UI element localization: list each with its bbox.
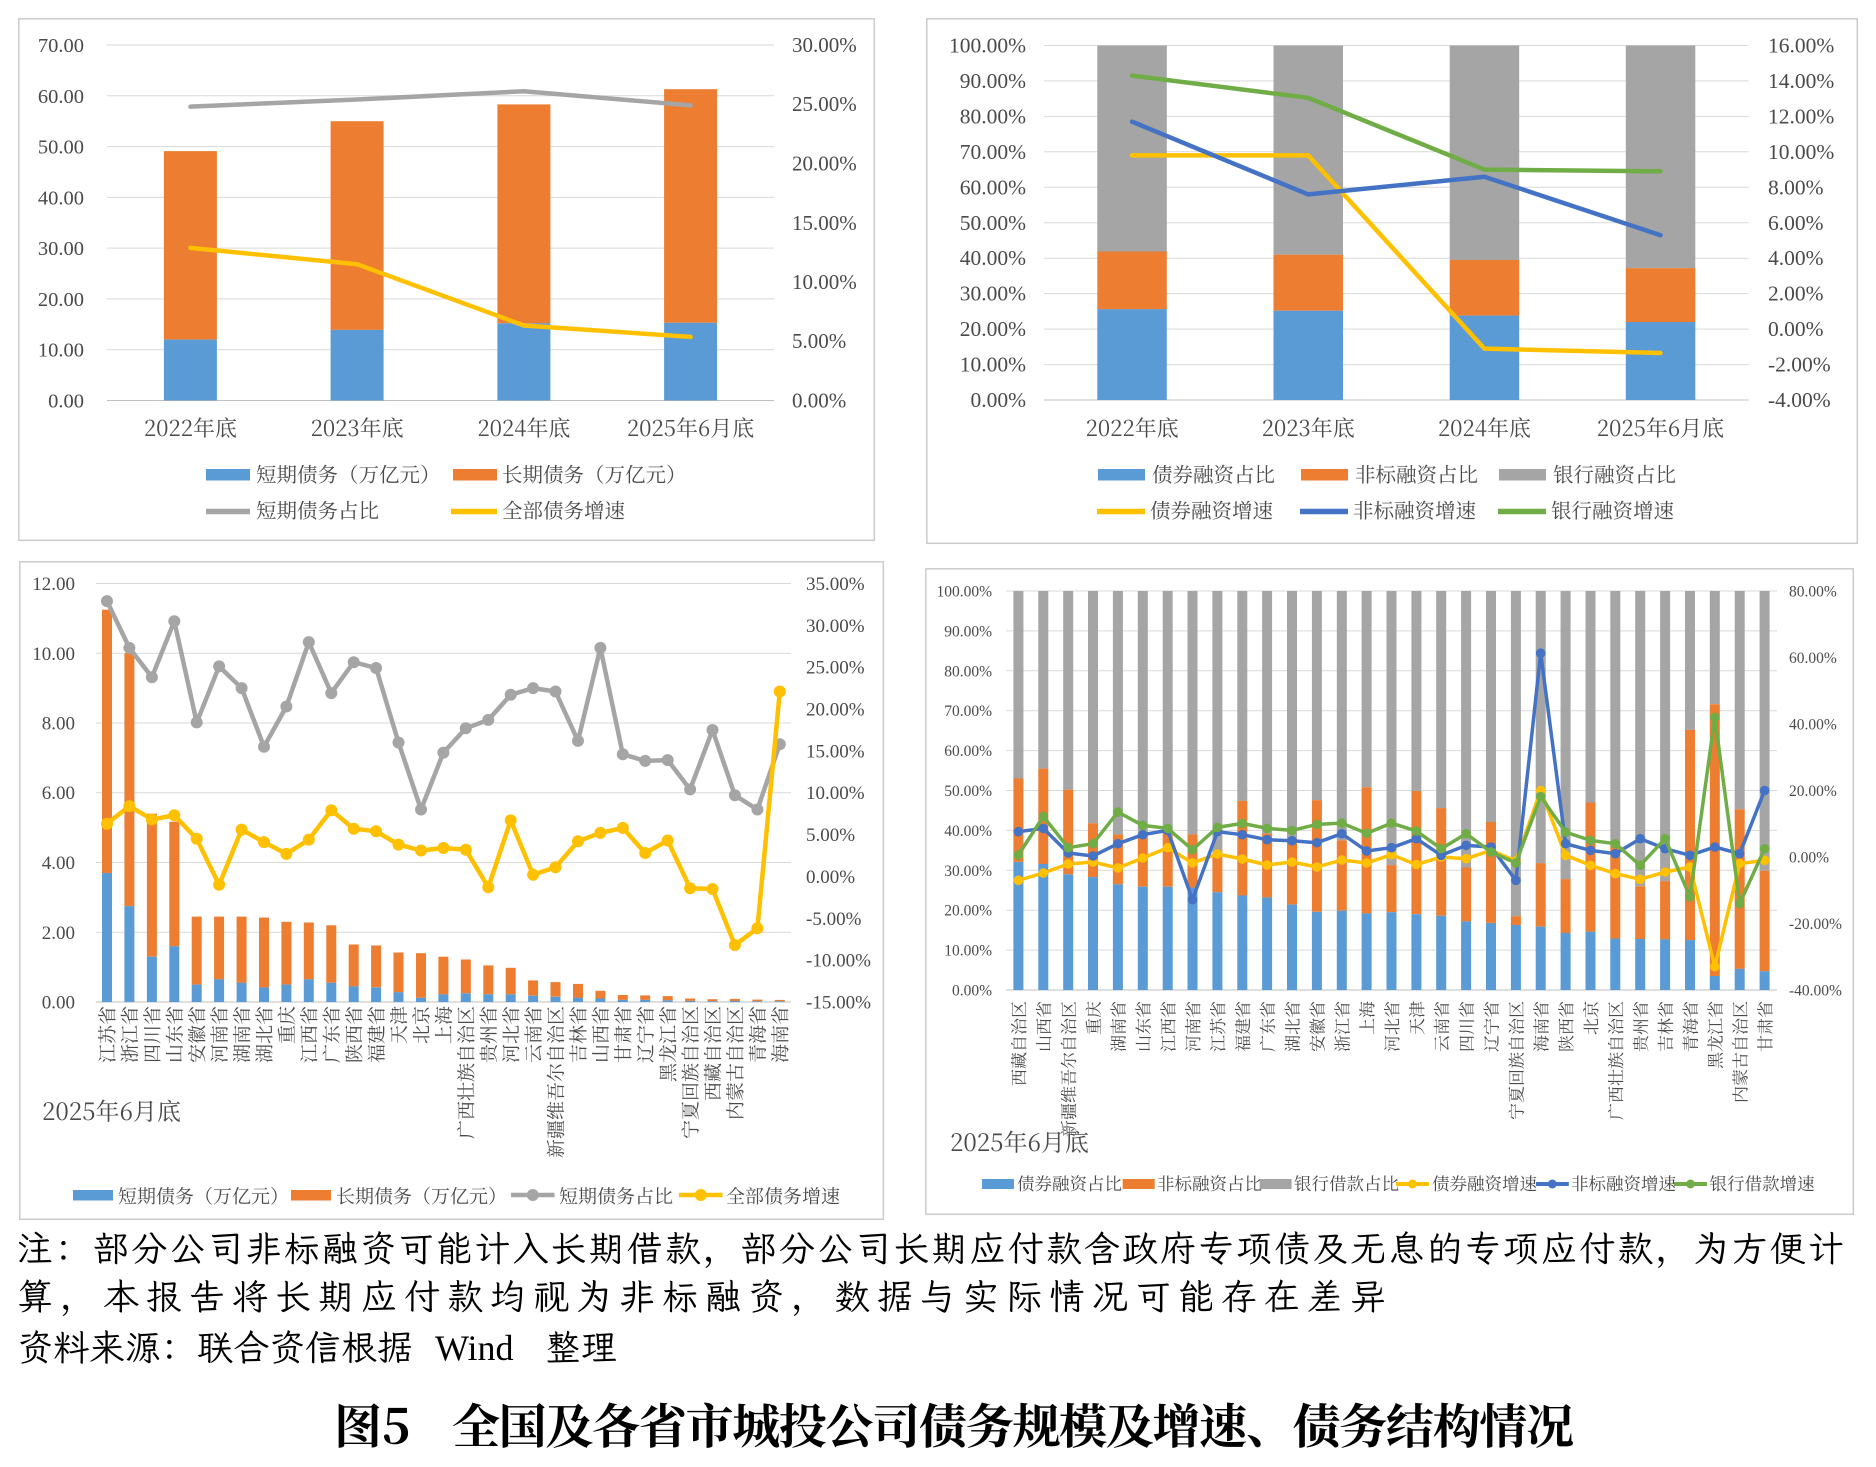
svg-text:70.00%: 70.00%: [960, 140, 1026, 164]
svg-text:0.00%: 0.00%: [970, 388, 1026, 412]
svg-text:20.00%: 20.00%: [792, 152, 857, 176]
svg-text:10.00%: 10.00%: [960, 353, 1026, 377]
svg-text:12.00%: 12.00%: [1768, 104, 1834, 128]
svg-text:2.00: 2.00: [42, 923, 75, 944]
svg-text:60.00%: 60.00%: [1789, 650, 1837, 667]
svg-text:-4.00%: -4.00%: [1768, 388, 1831, 412]
svg-text:30.00%: 30.00%: [792, 33, 857, 57]
svg-text:70.00%: 70.00%: [944, 703, 992, 720]
svg-text:0.00%: 0.00%: [792, 389, 846, 413]
svg-text:4.00: 4.00: [42, 853, 75, 874]
svg-text:20.00%: 20.00%: [960, 317, 1026, 341]
svg-text:90.00%: 90.00%: [960, 69, 1026, 93]
svg-text:2.00%: 2.00%: [1768, 282, 1824, 306]
svg-text:8.00%: 8.00%: [1768, 175, 1824, 199]
svg-text:-10.00%: -10.00%: [806, 951, 871, 972]
svg-text:60.00%: 60.00%: [944, 743, 992, 760]
svg-text:100.00%: 100.00%: [949, 34, 1026, 58]
svg-text:4.00%: 4.00%: [1768, 246, 1824, 270]
svg-text:10.00: 10.00: [38, 340, 84, 362]
svg-text:50.00%: 50.00%: [944, 783, 992, 800]
svg-text:50.00: 50.00: [38, 137, 84, 159]
svg-text:10.00%: 10.00%: [1768, 140, 1834, 164]
svg-text:30.00: 30.00: [38, 238, 84, 260]
svg-text:15.00%: 15.00%: [792, 211, 857, 235]
svg-text:25.00%: 25.00%: [792, 92, 857, 116]
svg-text:-40.00%: -40.00%: [1789, 983, 1842, 1000]
svg-text:60.00%: 60.00%: [960, 175, 1026, 199]
svg-text:-5.00%: -5.00%: [806, 909, 862, 930]
svg-text:80.00%: 80.00%: [960, 104, 1026, 128]
svg-text:20.00%: 20.00%: [806, 700, 865, 721]
svg-text:90.00%: 90.00%: [944, 623, 992, 640]
svg-text:0.00: 0.00: [48, 391, 84, 413]
svg-text:10.00%: 10.00%: [792, 270, 857, 294]
svg-text:80.00%: 80.00%: [944, 663, 992, 680]
svg-text:25.00%: 25.00%: [806, 658, 865, 679]
svg-text:12.00: 12.00: [32, 574, 75, 595]
svg-text:0.00%: 0.00%: [1789, 850, 1829, 867]
svg-text:40.00%: 40.00%: [960, 246, 1026, 270]
svg-text:20.00%: 20.00%: [1789, 783, 1837, 800]
svg-text:5.00%: 5.00%: [806, 825, 855, 846]
svg-text:10.00%: 10.00%: [806, 783, 865, 804]
svg-text:-15.00%: -15.00%: [806, 993, 871, 1014]
svg-text:40.00: 40.00: [38, 187, 84, 209]
svg-text:100.00%: 100.00%: [936, 584, 992, 601]
svg-text:6.00: 6.00: [42, 783, 75, 804]
svg-text:0.00: 0.00: [42, 993, 75, 1014]
svg-text:40.00%: 40.00%: [944, 823, 992, 840]
svg-text:60.00: 60.00: [38, 86, 84, 108]
svg-text:14.00%: 14.00%: [1768, 69, 1834, 93]
svg-text:40.00%: 40.00%: [1789, 717, 1837, 734]
svg-text:0.00%: 0.00%: [806, 867, 855, 888]
svg-text:20.00%: 20.00%: [944, 903, 992, 920]
svg-text:0.00%: 0.00%: [952, 983, 992, 1000]
svg-text:0.00%: 0.00%: [1768, 317, 1824, 341]
svg-text:50.00%: 50.00%: [960, 211, 1026, 235]
svg-text:-20.00%: -20.00%: [1789, 916, 1842, 933]
svg-text:30.00%: 30.00%: [806, 616, 865, 637]
svg-text:20.00: 20.00: [38, 289, 84, 311]
svg-text:30.00%: 30.00%: [944, 863, 992, 880]
svg-text:30.00%: 30.00%: [960, 282, 1026, 306]
svg-text:80.00%: 80.00%: [1789, 584, 1837, 601]
svg-text:-2.00%: -2.00%: [1768, 353, 1831, 377]
svg-text:8.00: 8.00: [42, 714, 75, 735]
svg-text:15.00%: 15.00%: [806, 741, 865, 762]
svg-text:10.00: 10.00: [32, 644, 75, 665]
svg-text:16.00%: 16.00%: [1768, 34, 1834, 58]
svg-text:35.00%: 35.00%: [806, 574, 865, 595]
svg-text:5.00%: 5.00%: [792, 329, 846, 353]
svg-text:70.00: 70.00: [38, 35, 84, 57]
svg-text:Wind: Wind: [435, 1328, 514, 1368]
svg-text:6.00%: 6.00%: [1768, 211, 1824, 235]
svg-text:10.00%: 10.00%: [944, 943, 992, 960]
